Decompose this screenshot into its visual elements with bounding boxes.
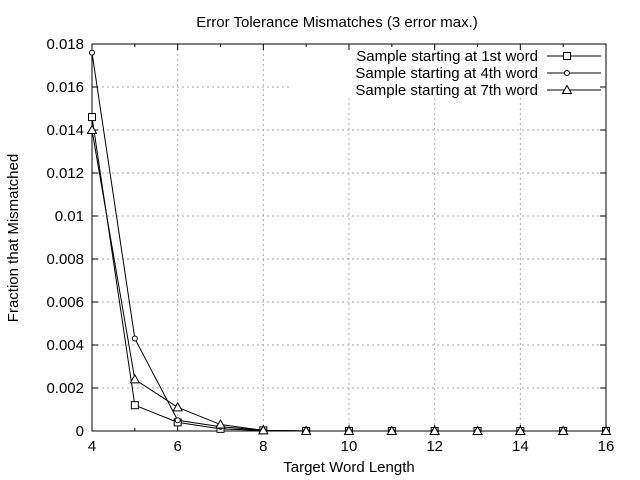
y-tick-label: 0 — [76, 423, 84, 440]
circle-marker — [564, 70, 570, 76]
triangle-marker — [600, 425, 612, 435]
y-tick-label: 0.012 — [46, 165, 84, 182]
plot-frame — [91, 43, 607, 432]
chart-title: Error Tolerance Mismatches (3 error max.… — [196, 14, 477, 31]
legend-entry-label: Sample starting at 4th word — [355, 65, 538, 82]
circle-marker — [131, 335, 138, 342]
y-tick-label: 0.014 — [46, 122, 84, 139]
square-marker — [130, 401, 139, 410]
triangle-marker — [557, 425, 569, 435]
square-marker — [88, 113, 96, 122]
x-tick-label: 10 — [341, 438, 358, 455]
triangle-marker — [386, 425, 398, 435]
x-tick-label: 6 — [173, 438, 181, 455]
triangle-marker — [343, 425, 355, 435]
x-tick-label: 14 — [512, 438, 529, 455]
triangle-marker — [172, 401, 184, 412]
triangle-marker — [86, 124, 98, 134]
x-axis-label: Target Word Length — [283, 459, 414, 476]
series-layer — [86, 49, 612, 435]
x-tick-label: 4 — [88, 438, 96, 455]
y-axis-label: Fraction that Mismatched — [5, 154, 22, 322]
triangle-marker — [257, 424, 269, 435]
y-tick-label: 0.018 — [46, 36, 84, 53]
triangle-marker — [429, 425, 441, 435]
axis-ticks: 0 0.002 0.004 0.006 0.008 0.01 0.012 0.014 0.016… — [46, 36, 614, 455]
y-tick-label: 0.002 — [46, 380, 84, 397]
grid-lines — [92, 44, 606, 431]
y-tick-label: 0.016 — [46, 79, 84, 96]
y-tick-label: 0.01 — [55, 208, 84, 225]
x-tick-label: 8 — [259, 438, 267, 455]
series-line — [91, 129, 606, 432]
series-2 — [89, 49, 609, 434]
triangle-marker — [129, 373, 141, 384]
triangle-marker — [300, 425, 312, 435]
legend-entry-label: Sample starting at 1st word — [356, 48, 538, 65]
legend-entry-label: Sample starting at 7th word — [355, 82, 538, 99]
x-tick-label: 12 — [426, 438, 443, 455]
series-3 — [86, 124, 612, 435]
x-tick-label: 16 — [598, 438, 615, 455]
y-tick-label: 0.004 — [46, 337, 84, 354]
circle-marker — [174, 417, 181, 424]
triangle-marker — [215, 419, 226, 429]
triangle-marker — [472, 425, 483, 435]
triangle-marker — [514, 425, 526, 435]
square-marker — [563, 52, 571, 60]
triangle-marker — [561, 84, 573, 94]
y-tick-label: 0.006 — [46, 294, 84, 311]
circle-marker — [89, 49, 95, 56]
y-tick-label: 0.008 — [46, 251, 84, 268]
